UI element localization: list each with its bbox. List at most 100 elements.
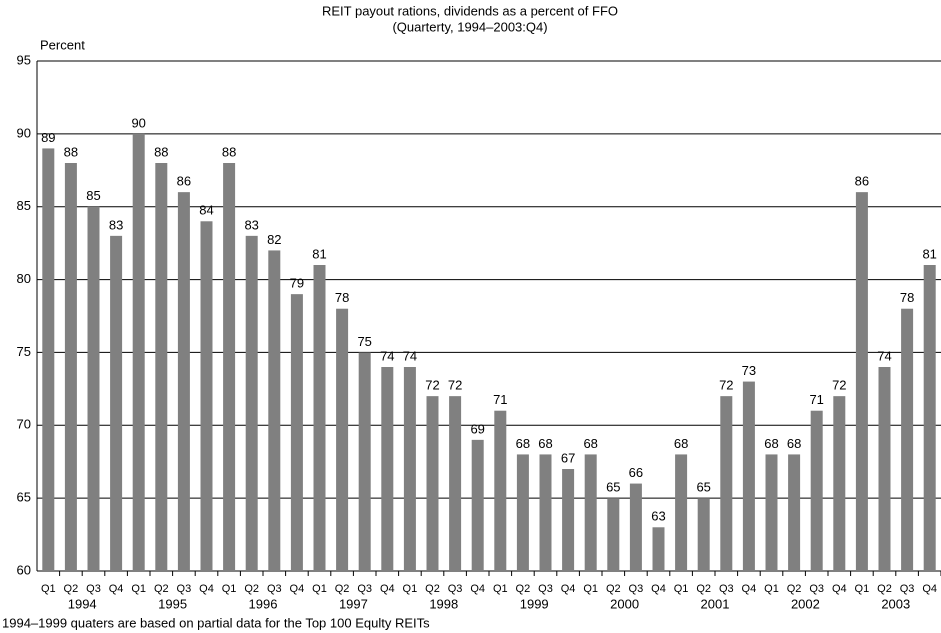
x-tick-label: Q3 [86,583,101,595]
bar [629,483,642,571]
bar [855,192,868,571]
bar [742,381,755,571]
value-label: 68 [764,436,778,451]
x-tick-label: Q4 [561,583,576,595]
bar [675,454,688,571]
bar [652,527,665,571]
bar [788,454,801,571]
value-label: 85 [86,188,100,203]
value-label: 89 [41,130,55,145]
value-label: 90 [131,115,145,130]
value-label: 88 [222,144,236,159]
bar [878,367,891,571]
bar [449,396,462,571]
footnote: 1994–1999 quaters are based on partial d… [2,615,430,630]
bar [268,250,281,571]
x-tick-label: Q3 [629,583,644,595]
y-axis-label: Percent [40,37,85,52]
bar [132,133,145,571]
x-tick-label: Q3 [900,583,915,595]
value-label: 82 [267,232,281,247]
bar [358,352,371,571]
value-label: 75 [357,334,371,349]
x-tick-label: Q3 [177,583,192,595]
bar [290,294,303,571]
x-tick-label: Q4 [290,583,305,595]
x-tick-label: Q3 [267,583,282,595]
value-label: 81 [312,246,326,261]
value-label: 65 [606,480,620,495]
y-tick-label: 60 [17,562,31,577]
bar [110,235,123,571]
y-tick-label: 65 [17,490,31,505]
value-label: 68 [516,436,530,451]
y-tick-label: 75 [17,344,31,359]
x-tick-label: Q1 [583,583,598,595]
bar [471,439,484,571]
value-label: 66 [629,465,643,480]
x-tick-label: Q2 [877,583,892,595]
value-label: 73 [742,363,756,378]
value-label: 84 [199,203,213,218]
bar [562,469,575,571]
x-tick-label: Q4 [470,583,485,595]
x-tick-label: Q4 [742,583,757,595]
bar [42,148,55,571]
bar [403,367,416,571]
x-tick-label: Q3 [719,583,734,595]
x-tick-label: Q2 [244,583,259,595]
bar [494,410,507,571]
x-tick-label: Q1 [403,583,418,595]
x-tick-label: Q3 [448,583,463,595]
bar [426,396,439,571]
value-label: 83 [244,217,258,232]
bar [833,396,846,571]
x-tick-label: Q4 [922,583,937,595]
x-tick-label: Q1 [222,583,237,595]
bar [381,367,394,571]
bar [200,221,213,572]
x-tick-label: Q1 [764,583,779,595]
value-label: 72 [719,378,733,393]
x-tick-label: Q1 [312,583,327,595]
year-label: 1998 [429,596,458,611]
x-tick-label: Q3 [357,583,372,595]
value-label: 71 [493,392,507,407]
value-label: 68 [583,436,597,451]
x-tick-label: Q2 [154,583,169,595]
y-tick-label: 85 [17,198,31,213]
y-tick-label: 70 [17,417,31,432]
x-tick-label: Q4 [199,583,214,595]
value-label: 88 [154,144,168,159]
value-label: 74 [380,348,394,363]
x-tick-label: Q1 [41,583,56,595]
bar [923,265,936,571]
year-label: 1997 [339,596,368,611]
value-label: 83 [109,217,123,232]
bar [516,454,529,571]
year-label: 1996 [249,596,278,611]
year-label: 1995 [158,596,187,611]
value-label: 86 [855,174,869,189]
value-label: 68 [538,436,552,451]
year-label: 1999 [520,596,549,611]
year-label: 2001 [701,596,730,611]
value-label: 63 [651,509,665,524]
x-tick-label: Q2 [516,583,531,595]
year-label: 2003 [881,596,910,611]
value-label: 79 [290,276,304,291]
value-label: 71 [809,392,823,407]
value-label: 72 [448,378,462,393]
value-label: 69 [470,421,484,436]
chart-subtitle: (Quarterty, 1994–2003:Q4) [392,19,547,34]
bar [245,235,258,571]
y-tick-label: 90 [17,125,31,140]
bar [64,163,77,571]
value-label: 65 [696,480,710,495]
bar [539,454,552,571]
bar [901,308,914,571]
value-label: 68 [674,436,688,451]
year-label: 2002 [791,596,820,611]
x-tick-label: Q2 [335,583,350,595]
